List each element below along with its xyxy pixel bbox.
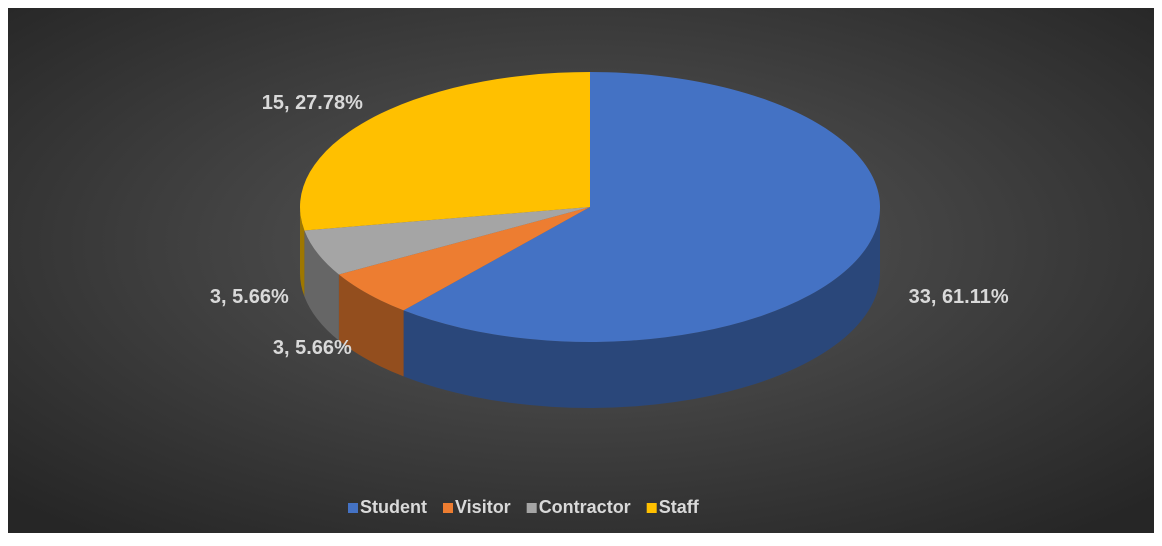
pie-slice [338, 207, 590, 311]
pie-side [338, 274, 404, 377]
pie-side [300, 207, 305, 297]
pie-slice [304, 207, 590, 275]
pie-slice [300, 72, 590, 231]
legend-label: Visitor [455, 497, 511, 517]
pie-side [304, 230, 339, 341]
legend-swatch [526, 503, 537, 513]
legend-swatch [348, 503, 358, 513]
data-label: 3, 5.66% [273, 337, 352, 359]
legend-label: Staff [659, 497, 700, 517]
pie-slice [403, 72, 880, 342]
legend-label: Contractor [539, 497, 631, 517]
data-label: 3, 5.66% [210, 286, 289, 308]
data-label: 33, 61.11% [909, 286, 1009, 308]
legend-swatch [443, 503, 453, 513]
legend-label: Student [360, 497, 427, 517]
data-label: 15, 27.78% [262, 92, 363, 114]
pie-side [403, 207, 880, 408]
legend-swatch [646, 503, 657, 513]
